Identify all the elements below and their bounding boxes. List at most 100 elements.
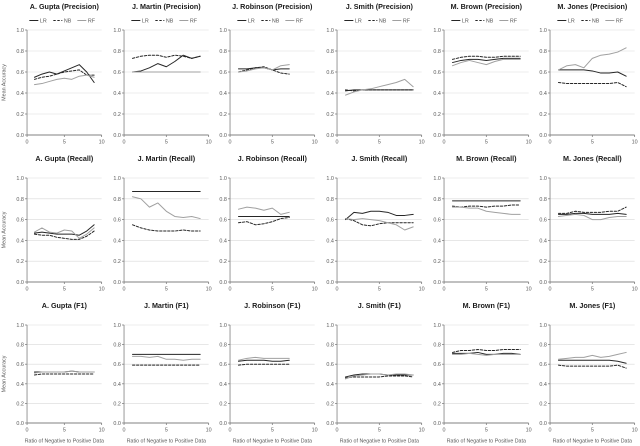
series-line-rf bbox=[558, 47, 627, 71]
y-tick-label: 0.4 bbox=[433, 91, 441, 97]
x-tick-label: 5 bbox=[164, 428, 167, 434]
subplot-title: J. Smith (F1) bbox=[358, 301, 402, 310]
y-tick-label: 0.4 bbox=[433, 238, 441, 244]
subplot-title: A. Gupta (F1) bbox=[42, 301, 88, 310]
x-tick-label: 5 bbox=[63, 428, 66, 434]
subplot-title: J. Martin (F1) bbox=[144, 301, 189, 310]
series-line-lr bbox=[33, 64, 95, 83]
subplot-cell: M. Jones (F1) 1.0 0.8 0.6 0.4 0.2 0.0 0 5 10 Ratio… bbox=[533, 295, 640, 446]
y-tick-label: 0.4 bbox=[540, 238, 548, 244]
x-tick-label: 10 bbox=[419, 287, 425, 293]
legend: LR NB RF bbox=[29, 19, 96, 25]
x-tick-label: 0 bbox=[122, 287, 125, 293]
axes bbox=[549, 325, 635, 424]
y-tick-labels: 1.0 0.8 0.6 0.4 0.2 0.0 bbox=[16, 323, 28, 427]
subplot-cell: A. Gupta (Precision) LR NB RF 1.0 0.8 0.6 0.4 0.… bbox=[0, 0, 107, 148]
x-tick-labels: 0 5 10 bbox=[549, 282, 638, 293]
subplot-cell: J. Robinson (F1) 1.0 0.8 0.6 0.4 0.2 0.0 0 5 10 Ra… bbox=[213, 295, 320, 446]
gridlines bbox=[123, 177, 209, 262]
x-axis-title: Ratio of Negative to Positive Data bbox=[446, 439, 525, 445]
x-tick-labels: 0 5 10 bbox=[229, 282, 318, 293]
y-tick-label: 0.2 bbox=[326, 259, 334, 265]
x-tick-label: 0 bbox=[229, 287, 232, 293]
y-tick-label: 0.8 bbox=[16, 49, 24, 55]
y-tick-labels: 1.0 0.8 0.6 0.4 0.2 0.0 bbox=[433, 323, 444, 427]
y-tick-label: 0.6 bbox=[326, 218, 334, 224]
legend-label-nb: NB bbox=[64, 19, 72, 25]
gridlines bbox=[230, 177, 315, 262]
legend: LR NB RF bbox=[344, 19, 411, 25]
y-tick-label: 0.2 bbox=[113, 259, 121, 265]
legend-label-rf: RF bbox=[403, 19, 411, 25]
series-line-rf bbox=[451, 58, 521, 67]
series-line-rf bbox=[451, 352, 521, 356]
y-tick-label: 0.0 bbox=[540, 280, 548, 286]
x-tick-label: 0 bbox=[122, 140, 125, 146]
y-tick-label: 0.6 bbox=[540, 218, 548, 224]
legend: LR NB RF bbox=[237, 19, 304, 25]
subplot-j-robinson-precision-: J. Robinson (Precision) LR NB RF 1.0 0.8 0.6 0.… bbox=[220, 2, 318, 146]
y-tick-label: 0.8 bbox=[433, 343, 441, 349]
y-tick-label: 0.6 bbox=[433, 362, 441, 368]
x-tick-labels: 0 5 10 bbox=[229, 423, 318, 434]
x-tick-label: 5 bbox=[63, 140, 66, 146]
y-tick-label: 0.2 bbox=[220, 112, 228, 118]
y-tick-label: 0.6 bbox=[16, 218, 24, 224]
series-line-nb bbox=[33, 230, 95, 240]
x-tick-label: 10 bbox=[419, 140, 425, 146]
y-tick-label: 0.8 bbox=[433, 197, 441, 203]
subplot-cell: J. Robinson (Precision) LR NB RF 1.0 0.8 0.6 0.… bbox=[213, 0, 320, 148]
y-tick-label: 1.0 bbox=[113, 176, 121, 182]
y-tick-labels: 1.0 0.8 0.6 0.4 0.2 0.0 bbox=[326, 176, 338, 286]
x-tick-label: 5 bbox=[164, 287, 167, 293]
x-tick-label: 10 bbox=[632, 428, 638, 434]
y-tick-labels: 1.0 0.8 0.6 0.4 0.2 0.0 bbox=[113, 323, 124, 427]
y-tick-label: 0.4 bbox=[220, 91, 228, 97]
y-tick-label: 0.8 bbox=[540, 49, 548, 55]
y-tick-labels: 1.0 0.8 0.6 0.4 0.2 0.0 bbox=[326, 323, 338, 427]
x-tick-labels: 0 5 10 bbox=[442, 282, 531, 293]
series-line-rf bbox=[131, 355, 201, 361]
x-tick-label: 0 bbox=[336, 428, 339, 434]
y-tick-label: 0.2 bbox=[540, 112, 548, 118]
y-tick-label: 0.8 bbox=[433, 49, 441, 55]
x-tick-label: 5 bbox=[484, 140, 487, 146]
y-tick-label: 0.4 bbox=[220, 382, 228, 388]
y-tick-label: 0.0 bbox=[326, 421, 334, 427]
y-tick-labels: 1.0 0.8 0.6 0.4 0.2 0.0 bbox=[16, 28, 28, 139]
x-tick-label: 5 bbox=[271, 428, 274, 434]
x-tick-label: 10 bbox=[205, 428, 211, 434]
axes bbox=[229, 30, 315, 136]
gridlines bbox=[550, 29, 635, 115]
x-tick-label: 10 bbox=[205, 140, 211, 146]
y-tick-label: 0.6 bbox=[113, 70, 121, 76]
x-tick-label: 5 bbox=[591, 287, 594, 293]
legend-label-nb: NB bbox=[379, 19, 387, 25]
subplot-cell: J. Robinson (Recall) 1.0 0.8 0.6 0.4 0.2 0.0 0 5… bbox=[213, 148, 320, 295]
y-tick-label: 1.0 bbox=[16, 323, 24, 329]
legend-label-rf: RF bbox=[88, 19, 96, 25]
x-tick-labels: 0 5 10 bbox=[442, 135, 531, 146]
x-tick-label: 10 bbox=[205, 287, 211, 293]
x-tick-label: 0 bbox=[229, 140, 232, 146]
x-tick-label: 0 bbox=[336, 287, 339, 293]
axes bbox=[26, 30, 102, 136]
y-tick-label: 0.6 bbox=[540, 362, 548, 368]
y-tick-label: 0.2 bbox=[16, 401, 24, 407]
series-line-nb bbox=[451, 55, 521, 60]
y-tick-label: 0.0 bbox=[220, 133, 228, 139]
y-tick-label: 1.0 bbox=[113, 28, 121, 34]
series-line-nb bbox=[344, 375, 414, 379]
gridlines bbox=[443, 177, 529, 262]
legend-label-lr: LR bbox=[568, 19, 575, 25]
y-tick-label: 1.0 bbox=[16, 176, 24, 182]
x-tick-label: 10 bbox=[525, 140, 531, 146]
series-line-rf bbox=[33, 74, 95, 86]
x-tick-label: 0 bbox=[336, 140, 339, 146]
x-tick-label: 5 bbox=[271, 140, 274, 146]
series-line-rf bbox=[33, 370, 95, 374]
subplot-title: J. Robinson (Recall) bbox=[238, 154, 308, 163]
x-tick-label: 5 bbox=[484, 287, 487, 293]
y-tick-labels: 1.0 0.8 0.6 0.4 0.2 0.0 bbox=[220, 323, 231, 427]
subplot-title: M. Jones (Precision) bbox=[558, 2, 629, 11]
